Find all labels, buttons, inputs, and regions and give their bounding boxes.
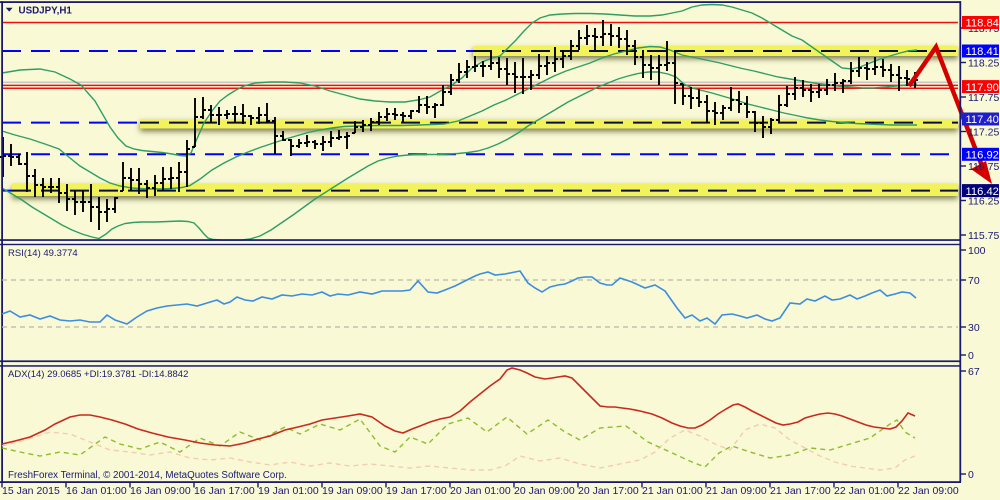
svg-text:USDJPY,H1: USDJPY,H1	[19, 6, 73, 17]
svg-text:16 Jan 09:00: 16 Jan 09:00	[130, 485, 191, 497]
svg-text:19 Jan 09:00: 19 Jan 09:00	[322, 485, 383, 497]
svg-text:117.75: 117.75	[968, 92, 999, 104]
svg-text:21 Jan 09:00: 21 Jan 09:00	[706, 485, 767, 497]
svg-text:116.92: 116.92	[966, 150, 999, 162]
svg-text:116.42: 116.42	[966, 186, 999, 198]
svg-text:116.25: 116.25	[968, 195, 999, 207]
svg-text:118.84: 118.84	[966, 18, 999, 30]
svg-text:21 Jan 01:00: 21 Jan 01:00	[642, 485, 703, 497]
svg-text:FreshForex Terminal, © 2001-20: FreshForex Terminal, © 2001-2014, MetaQu…	[8, 470, 287, 481]
svg-text:20 Jan 17:00: 20 Jan 17:00	[578, 485, 639, 497]
svg-text:RSI(14) 49.3774: RSI(14) 49.3774	[8, 248, 78, 259]
svg-text:117.25: 117.25	[968, 126, 999, 138]
svg-text:22 Jan 09:00: 22 Jan 09:00	[898, 485, 959, 497]
svg-text:118.25: 118.25	[968, 57, 999, 69]
svg-text:115.75: 115.75	[968, 230, 999, 242]
svg-text:67: 67	[968, 366, 980, 378]
svg-text:22 Jan 01:00: 22 Jan 01:00	[834, 485, 895, 497]
svg-text:20 Jan 09:00: 20 Jan 09:00	[514, 485, 575, 497]
svg-text:30: 30	[968, 322, 980, 334]
svg-text:0: 0	[968, 469, 974, 481]
svg-text:117.40: 117.40	[966, 114, 999, 126]
svg-text:70: 70	[968, 275, 980, 287]
svg-text:118.41: 118.41	[966, 46, 999, 58]
svg-text:16 Jan 01:00: 16 Jan 01:00	[66, 485, 127, 497]
svg-text:20 Jan 01:00: 20 Jan 01:00	[450, 485, 511, 497]
svg-text:21 Jan 17:00: 21 Jan 17:00	[770, 485, 831, 497]
svg-text:19 Jan 17:00: 19 Jan 17:00	[386, 485, 447, 497]
svg-text:ADX(14) 29.0685 +DI:19.3781 -D: ADX(14) 29.0685 +DI:19.3781 -DI:14.8842	[8, 369, 188, 380]
svg-text:100: 100	[968, 245, 986, 257]
svg-text:117.90: 117.90	[966, 82, 999, 94]
svg-text:116.75: 116.75	[968, 161, 999, 173]
svg-text:19 Jan 01:00: 19 Jan 01:00	[258, 485, 319, 497]
svg-text:0: 0	[968, 350, 974, 362]
svg-text:16 Jan 17:00: 16 Jan 17:00	[194, 485, 255, 497]
svg-text:15 Jan 2015: 15 Jan 2015	[2, 485, 60, 497]
